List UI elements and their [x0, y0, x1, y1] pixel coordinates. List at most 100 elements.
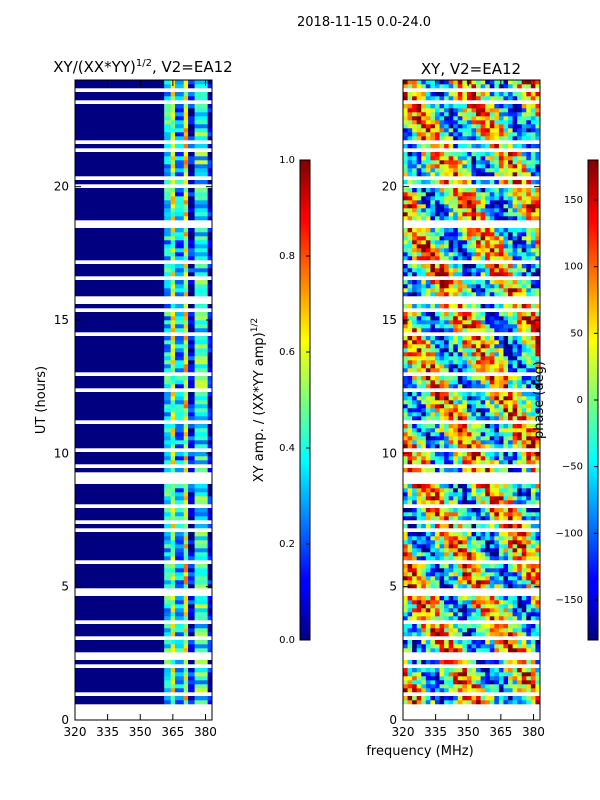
amplitude-cell — [183, 228, 189, 233]
amplitude-cell — [194, 556, 209, 561]
phase-cell — [485, 488, 491, 493]
phase-cell — [457, 568, 463, 573]
phase-cell — [476, 164, 482, 169]
amplitude-cell — [170, 208, 176, 213]
phase-cell — [439, 104, 445, 109]
phase-cell — [503, 284, 509, 289]
amplitude-cell — [188, 604, 195, 609]
phase-cell — [489, 164, 495, 169]
phase-cell — [453, 680, 459, 685]
phase-cell — [448, 292, 454, 297]
amplitude-cell — [164, 364, 172, 369]
amplitude-cell — [194, 512, 209, 517]
amplitude-cell — [183, 408, 189, 413]
phase-cell — [439, 244, 445, 249]
phase-cell — [494, 580, 500, 585]
phase-cell — [448, 128, 454, 133]
amplitude-cell — [207, 84, 212, 89]
phase-cell — [517, 244, 523, 249]
phase-cell — [526, 700, 532, 705]
phase-cell — [407, 508, 413, 513]
phase-cell — [471, 672, 477, 677]
phase-cell — [462, 488, 468, 493]
amplitude-cell — [75, 280, 165, 285]
phase-cell — [485, 580, 491, 585]
phase-cell — [421, 624, 427, 629]
phase-cell — [512, 672, 518, 677]
phase-cell — [471, 384, 477, 389]
amplitude-cell — [164, 456, 172, 461]
phase-cell — [439, 180, 445, 185]
amplitude-cell — [175, 632, 185, 637]
phase-cell — [462, 152, 468, 157]
amplitude-cell — [207, 400, 212, 405]
phase-cell — [439, 284, 445, 289]
phase-cell — [439, 376, 445, 381]
phase-cell — [421, 384, 427, 389]
amplitude-cell — [207, 340, 212, 345]
phase-cell — [535, 468, 540, 473]
phase-cell — [503, 604, 509, 609]
amplitude-cell — [175, 488, 185, 493]
phase-cell — [403, 96, 408, 101]
amplitude-cell — [164, 616, 172, 621]
phase-cell — [526, 364, 532, 369]
amplitude-cell — [175, 96, 185, 101]
amplitude-cell — [170, 676, 176, 681]
phase-cell — [444, 396, 450, 401]
phase-cell — [412, 228, 418, 233]
phase-cell — [430, 236, 436, 241]
amplitude-cell — [175, 356, 185, 361]
amplitude-cell — [170, 136, 176, 141]
amplitude-cell — [164, 488, 172, 493]
phase-cell — [430, 676, 436, 681]
phase-cell — [517, 524, 523, 529]
phase-cell — [421, 492, 427, 497]
amplitude-cell — [183, 676, 189, 681]
phase-cell — [457, 424, 463, 429]
phase-cell — [517, 128, 523, 133]
phase-cell — [498, 684, 504, 689]
phase-cell — [512, 212, 518, 217]
phase-cell — [521, 632, 527, 637]
amplitude-cell — [207, 604, 212, 609]
phase-cell — [521, 268, 527, 273]
phase-cell — [489, 632, 495, 637]
phase-cell — [535, 512, 540, 517]
phase-cell — [407, 644, 413, 649]
amplitude-cell — [164, 428, 172, 433]
amplitude-cell — [75, 380, 165, 385]
phase-cell — [489, 288, 495, 293]
amplitude-cell — [194, 536, 209, 541]
phase-cell — [448, 600, 454, 605]
amplitude-cell — [164, 124, 172, 129]
amplitude-cell — [75, 128, 165, 133]
phase-cell — [494, 440, 500, 445]
phase-cell — [407, 680, 413, 685]
phase-cell — [494, 600, 500, 605]
amplitude-cell — [175, 440, 185, 445]
phase-cell — [462, 564, 468, 569]
phase-cell — [526, 616, 532, 621]
phase-cell — [512, 552, 518, 557]
amplitude-cell — [170, 228, 176, 233]
phase-cell — [444, 600, 450, 605]
phase-cell — [489, 248, 495, 253]
phase-cell — [503, 576, 509, 581]
amplitude-cell — [183, 516, 189, 521]
phase-cell — [403, 108, 408, 113]
phase-cell — [498, 424, 504, 429]
phase-cell — [535, 596, 540, 601]
phase-cell — [416, 364, 422, 369]
phase-cell — [421, 396, 427, 401]
phase-cell — [485, 524, 491, 529]
phase-cell — [535, 424, 540, 429]
phase-cell — [498, 544, 504, 549]
phase-cell — [489, 616, 495, 621]
amplitude-cell — [164, 536, 172, 541]
phase-cell — [453, 344, 459, 349]
phase-cell — [530, 344, 536, 349]
phase-cell — [517, 236, 523, 241]
phase-cell — [526, 200, 532, 205]
phase-cell — [434, 684, 440, 689]
